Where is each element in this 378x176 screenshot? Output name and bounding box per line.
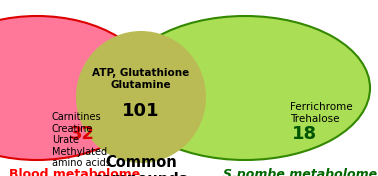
Text: 101: 101 [122,102,160,120]
Text: 18: 18 [291,125,316,143]
Text: S.pombe metabolome
compounds: S.pombe metabolome compounds [223,168,377,176]
Text: 32: 32 [70,125,94,143]
Text: Ferrichrome
Trehalose: Ferrichrome Trehalose [290,102,353,124]
Ellipse shape [76,31,206,163]
Ellipse shape [0,16,152,160]
Text: Common
compounds: Common compounds [94,155,188,176]
Text: Blood metabolome
compounds: Blood metabolome compounds [9,168,141,176]
Text: ATP, Glutathione
Glutamine: ATP, Glutathione Glutamine [92,68,190,90]
Text: Carnitines
Creatine
Urate
Methylated
amino acids: Carnitines Creatine Urate Methylated ami… [52,112,111,168]
Ellipse shape [120,16,370,160]
